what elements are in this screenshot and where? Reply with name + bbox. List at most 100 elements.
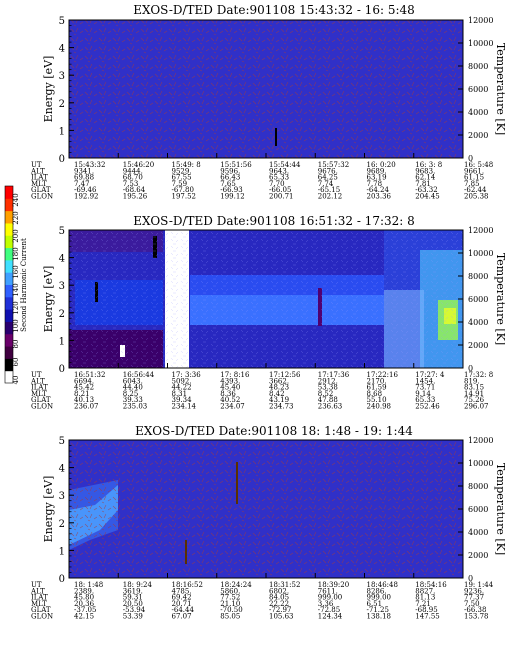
panel-3-y2label: Temperature [K]	[494, 463, 505, 555]
table-cell: -66.05	[269, 186, 291, 194]
colorbar-swatch	[5, 296, 13, 310]
ytick-label: 5	[59, 16, 65, 27]
panel-2-info-table: UTALTILATMLTGLATGLON16:51:326694.45.428.…	[30, 371, 493, 411]
table-row-label: GLON	[31, 613, 53, 621]
table-cell: 9236.	[464, 587, 484, 595]
table-cell: 48.23	[269, 384, 289, 392]
table-cell: 5860.	[220, 587, 240, 595]
table-cell: -72.97	[269, 606, 291, 614]
table-cell: 18:54:16	[415, 581, 447, 589]
table-cell: 45.42	[74, 384, 94, 392]
panel-1-title: EXOS-D/TED Date:901108 15:43:32 - 16: 5:…	[133, 3, 415, 17]
table-cell: 84.05	[269, 594, 289, 602]
table-cell: -64.44	[172, 606, 195, 614]
colorbar-swatch	[5, 247, 13, 261]
colorbar-swatch	[5, 346, 13, 359]
table-cell: 17:17:36	[318, 371, 350, 379]
table-cell: 15:51:56	[220, 161, 252, 169]
colorbar-swatch	[5, 333, 13, 347]
table-cell: 105.63	[269, 613, 294, 621]
table-cell: 6694.	[74, 377, 94, 385]
table-row-label: ILAT	[31, 594, 48, 602]
panel-2-plot-area	[68, 229, 464, 369]
table-cell: 8.68	[367, 390, 383, 398]
colorbar-tick-label: 40	[12, 376, 20, 385]
table-cell: 55.10	[367, 396, 387, 404]
y2tick-label: 12000	[468, 436, 493, 445]
panel-1-plot-area	[68, 19, 464, 159]
table-cell: 7.70	[269, 180, 285, 188]
table-cell: 9676.	[318, 167, 338, 175]
colorbar-tick-label: 140	[12, 283, 20, 296]
table-cell: 153.78	[464, 613, 489, 621]
table-row-label: ALT	[30, 587, 45, 595]
table-cell: 6043.	[123, 377, 143, 385]
colorbar-swatch	[5, 321, 13, 335]
y2tick-label: 12000	[468, 226, 493, 235]
table-cell: 47.88	[318, 396, 338, 404]
table-cell: 40.13	[74, 396, 94, 404]
table-cell: 204.45	[415, 193, 440, 201]
table-cell: 236.07	[74, 403, 99, 411]
table-row-label: GLAT	[31, 396, 51, 404]
table-cell: 8.52	[318, 390, 334, 398]
colorbar-swatch	[5, 222, 13, 236]
table-cell: 192.92	[74, 193, 99, 201]
table-cell: 65.33	[415, 396, 435, 404]
table-cell: 252.46	[415, 403, 440, 411]
panel-3-title: EXOS-D/TED Date:901108 18: 1:48 - 19: 1:…	[135, 424, 413, 438]
table-cell: 8.36	[220, 390, 236, 398]
table-cell: 7.21	[415, 600, 431, 608]
ytick-label: 2	[59, 309, 65, 320]
table-cell: 18:31:52	[269, 581, 300, 589]
table-cell: 2912.	[318, 377, 338, 385]
table-cell: 17: 8:16	[220, 371, 250, 379]
table-cell: 69.42	[172, 594, 192, 602]
table-cell: 17:22:16	[367, 371, 399, 379]
table-cell: 5092.	[172, 377, 192, 385]
ytick-label: 3	[59, 71, 65, 82]
ytick-label: 0	[59, 154, 65, 165]
table-cell: 2389.	[74, 587, 94, 595]
panel-3-ylabel: Energy [eV]	[42, 476, 55, 543]
table-cell: 9.14	[415, 390, 431, 398]
table-cell: -69.46	[74, 186, 97, 194]
table-cell: 17:27: 4	[415, 371, 445, 379]
table-cell: 9661.	[464, 167, 484, 175]
table-cell: 4393.	[220, 377, 240, 385]
table-cell: 18: 1:48	[74, 581, 103, 589]
table-cell: 73.71	[415, 384, 435, 392]
y2tick-label: 0	[468, 364, 473, 373]
panel-2-title: EXOS-D/TED Date:901108 16:51:32 - 17:32:…	[133, 214, 415, 228]
y2tick-label: 8000	[468, 62, 488, 71]
table-cell: 7.59	[172, 180, 188, 188]
panel-1-y2label: Temperature [K]	[494, 43, 505, 135]
table-cell: 67.55	[172, 174, 192, 182]
panel-1-info-table: UTALTILATMLTGLATGLON15:43:329341.69.887.…	[30, 161, 493, 201]
table-cell: 2170.	[367, 377, 387, 385]
colorbar-tick-label: 100	[12, 319, 20, 332]
panel-3: EXOS-D/TED Date:901108 18: 1:48 - 19: 1:…	[30, 424, 505, 621]
ytick-label: 3	[59, 281, 65, 292]
colorbar-swatch	[5, 198, 13, 212]
y2tick-label: 8000	[468, 482, 488, 491]
table-row-label: MLT	[31, 600, 47, 608]
table-cell: 61.59	[367, 384, 387, 392]
ytick-label: 0	[59, 574, 65, 585]
table-cell: 8.25	[123, 390, 139, 398]
table-cell: 6802.	[269, 587, 289, 595]
table-cell: 42.15	[74, 613, 94, 621]
panel-1: EXOS-D/TED Date:901108 15:43:32 - 16: 5:…	[30, 3, 505, 201]
table-cell: 9529.	[172, 167, 192, 175]
table-cell: 3.36	[318, 600, 334, 608]
table-cell: 7.65	[220, 180, 236, 188]
table-cell: 138.18	[367, 613, 392, 621]
table-cell: -37.05	[74, 606, 96, 614]
table-cell: -53.94	[123, 606, 146, 614]
panel-3-plot-area	[68, 439, 464, 579]
panel-1-spike	[275, 128, 277, 146]
table-cell: 15:49: 8	[172, 161, 201, 169]
table-cell: 21.10	[220, 600, 240, 608]
